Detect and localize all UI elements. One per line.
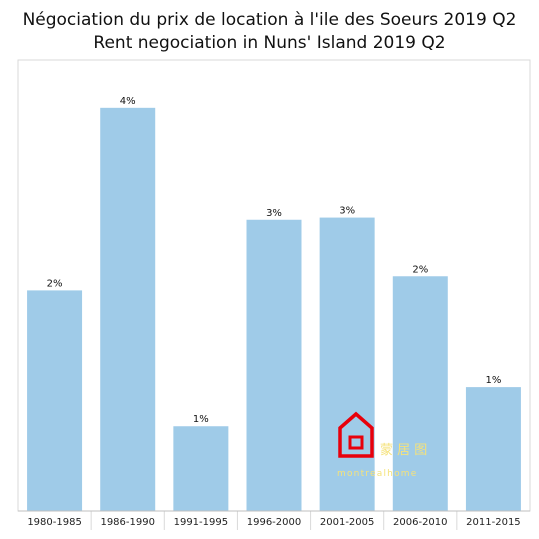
bar-2001-2005 — [319, 217, 375, 511]
x-tick-label-2006-2010: 2006-2010 — [393, 517, 448, 528]
bar-1991-1995 — [173, 426, 229, 511]
x-tick-label-1986-1990: 1986-1990 — [100, 517, 155, 528]
watermark-latin: montrealhome — [337, 469, 417, 479]
x-tick-label-1991-1995: 1991-1995 — [174, 517, 229, 528]
watermark: 蒙 居 图 montrealhome — [337, 411, 427, 479]
x-tick-label-2011-2015: 2011-2015 — [466, 517, 521, 528]
data-label-1980-1985: 2% — [47, 278, 63, 289]
bar-1996-2000 — [246, 219, 302, 511]
chart-subtitle: Rent negociation in Nuns' Island 2019 Q2 — [93, 33, 446, 53]
data-label-2006-2010: 2% — [412, 264, 428, 275]
bar-2006-2010 — [392, 276, 448, 511]
data-label-1991-1995: 1% — [193, 414, 209, 425]
x-tick-label-1980-1985: 1980-1985 — [27, 517, 82, 528]
bar-2011-2015 — [465, 387, 521, 511]
watermark-chinese: 蒙 居 图 — [380, 443, 427, 458]
house-logo-icon — [338, 411, 374, 458]
house-window-icon — [348, 435, 364, 450]
x-tick-label-1996-2000: 1996-2000 — [247, 517, 302, 528]
bar-1980-1985 — [27, 290, 83, 511]
chart-title: Négociation du prix de location à l'ile … — [22, 10, 517, 30]
x-tick-label-2001-2005: 2001-2005 — [320, 517, 375, 528]
data-label-2001-2005: 3% — [339, 206, 355, 217]
data-label-2011-2015: 1% — [485, 375, 501, 386]
data-label-1986-1990: 4% — [120, 96, 136, 107]
data-label-1996-2000: 3% — [266, 208, 282, 219]
bar-1986-1990 — [100, 107, 156, 511]
